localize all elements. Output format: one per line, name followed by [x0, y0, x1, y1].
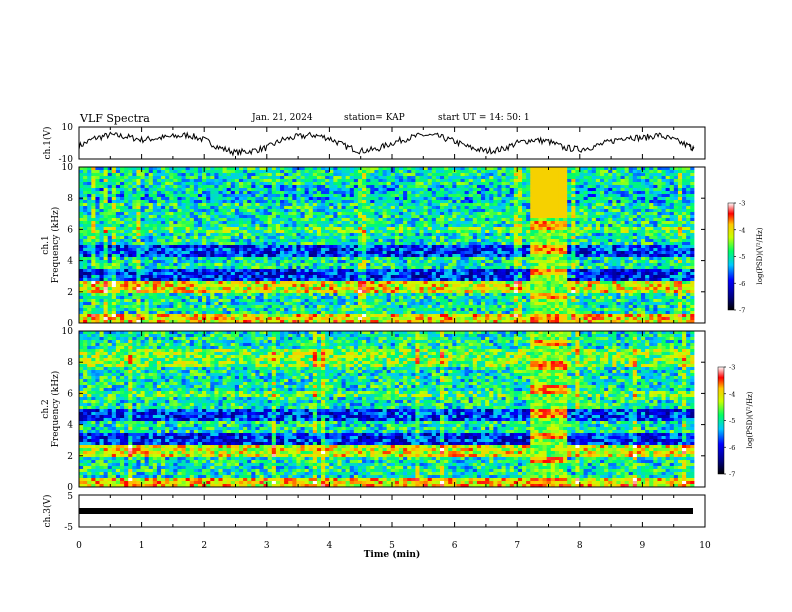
- figure-title: VLF Spectra: [80, 112, 150, 125]
- x-tick-label: 8: [577, 541, 583, 551]
- panel-x-ticks: [78, 127, 706, 527]
- ch1-waveform-panel: 10 -10 ch.1(V): [42, 123, 706, 165]
- colorbar-tick-label: -4: [739, 226, 745, 234]
- x-tick-label: 2: [201, 541, 207, 551]
- x-tick-label: 1: [139, 541, 145, 551]
- spectrogram-ytick-label: 2: [67, 288, 73, 298]
- spectrogram-ytick-label: 4: [67, 257, 73, 267]
- spectrogram-ytick-label: 6: [67, 389, 73, 399]
- colorbar-tick-label: -6: [729, 444, 735, 452]
- ch2-colorbar-ticks: -3 -4 -5 -6 -7: [724, 364, 735, 479]
- ch1-colorbar: -3 -4 -5 -6 -7 log(PSD)(V²/Hz): [727, 200, 764, 315]
- ch1-spec-ylabel-ch: ch.1: [41, 235, 51, 254]
- spectrogram-ytick-label: 2: [67, 452, 73, 462]
- ch3-waveform-trace: [79, 508, 693, 514]
- ch1-spec-ylabel-freq: Frequency (kHz): [50, 207, 61, 284]
- ch3-ytick-bottom: -5: [64, 523, 73, 533]
- ch3-waveform-panel: 5 -5 ch.3(V): [42, 492, 706, 533]
- x-tick-label: 5: [389, 541, 395, 551]
- colorbar-tick-label: -4: [729, 390, 735, 398]
- colorbar-tick-label: -7: [729, 471, 735, 479]
- ch2-spectrogram-yticks: 0 2 4 6 8 10: [62, 327, 705, 493]
- x-axis-tick-labels: 0 1 2 3 4 5 6 7 8 9 10: [76, 541, 711, 551]
- colorbar-tick-label: -7: [739, 307, 745, 315]
- x-tick-label: 4: [327, 541, 333, 551]
- ch2-spectrogram-image: [79, 331, 705, 488]
- spectrogram-ytick-label: 8: [67, 194, 73, 204]
- spectrogram-ytick-label: 0: [67, 319, 73, 329]
- ch1-ytick-bottom: -10: [59, 155, 74, 165]
- spectrogram-ytick-label: 6: [67, 225, 73, 235]
- x-tick-label: 0: [76, 541, 82, 551]
- station-label: station= KAP: [344, 113, 405, 123]
- colorbar-tick-label: -5: [729, 417, 735, 425]
- colorbar-tick-label: -6: [739, 280, 745, 288]
- spectrogram-ytick-label: 10: [62, 163, 74, 173]
- x-tick-label: 9: [640, 541, 646, 551]
- ch1-spectrogram-image: [79, 167, 705, 324]
- ch2-colorbar: -3 -4 -5 -6 -7 log(PSD)(V²/Hz): [717, 364, 754, 479]
- spectrogram-ytick-label: 8: [67, 358, 73, 368]
- ch2-spec-ylabel-ch: ch.2: [41, 399, 51, 418]
- colorbar-tick-label: -5: [739, 253, 745, 261]
- x-axis-label: Time (min): [364, 549, 421, 560]
- colorbar-tick-label: -3: [739, 200, 745, 208]
- ch1-ytick-top: 10: [62, 123, 74, 133]
- date-label: Jan. 21, 2024: [252, 113, 313, 123]
- spectrogram-ytick-label: 10: [62, 327, 74, 337]
- ch3-ylabel: ch.3(V): [42, 495, 53, 528]
- ch1-ylabel: ch.1(V): [42, 127, 53, 160]
- x-tick-label: 6: [452, 541, 458, 551]
- ch1-colorbar-ticks: -3 -4 -5 -6 -7: [734, 200, 745, 315]
- spectrogram-ytick-label: 0: [67, 483, 73, 493]
- ch1-colorbar-label: log(PSD)(V²/Hz): [756, 227, 764, 284]
- x-tick-label: 7: [514, 541, 520, 551]
- ch1-waveform-trace: [78, 131, 695, 157]
- colorbar-tick-label: -3: [729, 364, 735, 372]
- ch2-spectrogram-panel: 0 2 4 6 8 10 ch.2 Frequency (kHz): [41, 327, 706, 493]
- x-tick-label: 3: [264, 541, 270, 551]
- ch2-colorbar-label: log(PSD)(V²/Hz): [746, 391, 754, 448]
- ch3-ytick-top: 5: [67, 492, 73, 502]
- ch1-spectrogram-panel: 0 2 4 6 8 10 ch.1 Frequency (kHz): [41, 163, 706, 329]
- start-ut-label: start UT = 14: 50: 1: [438, 113, 530, 123]
- ch1-spectrogram-yticks: 0 2 4 6 8 10: [62, 163, 705, 329]
- x-tick-label: 10: [699, 541, 711, 551]
- spectrogram-ytick-label: 4: [67, 421, 73, 431]
- ch2-spec-ylabel-freq: Frequency (kHz): [50, 371, 61, 448]
